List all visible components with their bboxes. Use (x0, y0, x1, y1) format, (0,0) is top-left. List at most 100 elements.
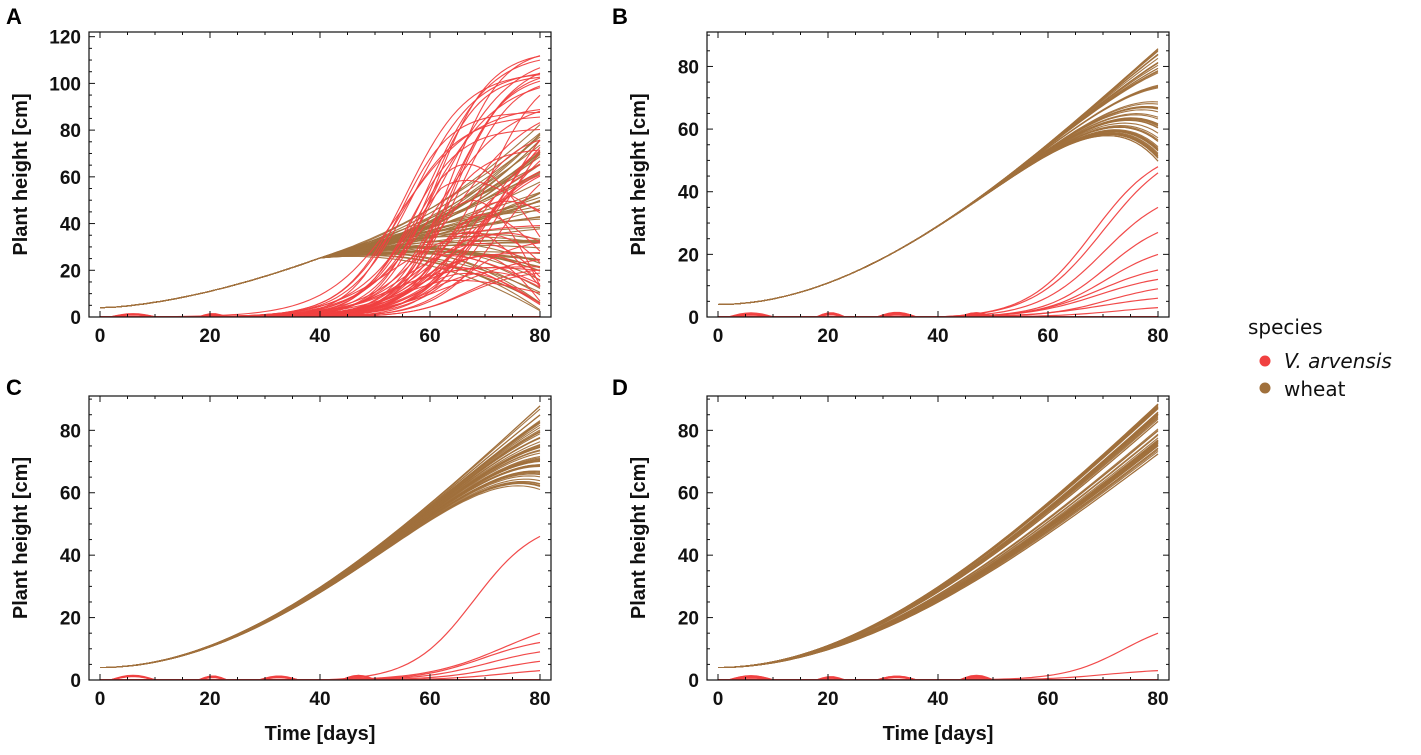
wheat-line (718, 414, 1159, 669)
panel-b: B 0 20 40 60 80 0 20 40 60 80 Plant height [cm] (612, 4, 1170, 347)
panel-c: C 0 20 40 60 80 0 20 40 60 80 Plant height [cm] Time… (6, 375, 552, 745)
ticks-c: 0 20 40 60 80 0 20 40 60 80 (60, 396, 551, 710)
wheat-line (717, 54, 1159, 306)
wheat-line (717, 114, 1159, 306)
wheat-line (718, 447, 1159, 669)
y-tick-label: 60 (678, 484, 699, 505)
weed-line (718, 278, 1159, 317)
wheat-line (717, 86, 1159, 306)
wheat-line (717, 48, 1159, 306)
curves-c (100, 405, 541, 680)
weed-line (718, 307, 1159, 317)
y-tick-label: 80 (60, 121, 81, 142)
wheat-line (99, 144, 541, 309)
wheat-line (718, 408, 1159, 669)
wheat-line (717, 62, 1159, 306)
wheat-line (100, 475, 541, 669)
wheat-line (717, 119, 1159, 306)
y-tick-label: 0 (70, 671, 81, 692)
legend-label-wheat: wheat (1284, 377, 1346, 401)
y-axis-title: Plant height [cm] (628, 93, 650, 255)
wheat-line (100, 473, 541, 669)
x-tick-label: 40 (927, 689, 948, 710)
wheat-line (718, 412, 1159, 669)
wheat-line (718, 420, 1159, 669)
legend-label-v-arvensis: V. arvensis (1284, 349, 1392, 373)
x-tick-label: 60 (1037, 689, 1058, 710)
wheat-line (99, 235, 541, 309)
weed-line (718, 632, 1159, 680)
wheat-line (718, 453, 1159, 669)
x-tick-label: 40 (927, 326, 948, 347)
x-tick-label: 80 (529, 689, 550, 710)
wheat-line (718, 430, 1159, 669)
y-tick-label: 20 (678, 245, 699, 266)
y-tick-label: 20 (678, 609, 699, 630)
wheat-line (718, 404, 1159, 669)
panel-a: A 0 20 40 60 80 0 20 40 60 80 100 120 Plant height [c… (6, 4, 552, 347)
wheat-line (718, 445, 1159, 669)
weed-line (100, 535, 541, 680)
wheat-line (717, 129, 1159, 306)
wheat-line (718, 417, 1159, 669)
wheat-line (100, 408, 541, 669)
curves-d (718, 403, 1159, 680)
wheat-line (718, 411, 1159, 669)
x-tick-label: 80 (1147, 689, 1168, 710)
wheat-line (718, 407, 1159, 669)
x-tick-label: 60 (419, 689, 440, 710)
weed-line (718, 166, 1159, 317)
legend: species V. arvensis wheat (1248, 315, 1392, 401)
wheat-line (718, 442, 1159, 669)
wheat-line (717, 130, 1159, 306)
y-tick-label: 100 (49, 74, 81, 95)
wheat-line (100, 483, 541, 669)
x-axis-title: Time [days] (883, 723, 994, 745)
wheat-line (718, 445, 1159, 669)
wheat-line (717, 117, 1159, 306)
wheat-line (717, 132, 1159, 306)
wheat-line (718, 413, 1159, 669)
curves-a (99, 55, 541, 317)
y-tick-label: 60 (60, 168, 81, 189)
x-tick-label: 0 (95, 689, 106, 710)
y-tick-label: 80 (60, 421, 81, 442)
x-tick-label: 60 (419, 326, 440, 347)
ticks-b: 0 20 40 60 80 0 20 40 60 80 (678, 32, 1169, 347)
y-tick-label: 80 (678, 421, 699, 442)
wheat-line (717, 119, 1159, 306)
legend-title: species (1248, 315, 1323, 339)
y-tick-label: 60 (678, 120, 699, 141)
wheat-line (100, 414, 541, 669)
wheat-line (718, 447, 1159, 669)
weed-line (100, 651, 541, 680)
wheat-line (100, 478, 541, 669)
wheat-line (100, 420, 541, 669)
panel-letter-d: D (612, 375, 628, 400)
wheat-line (717, 64, 1159, 306)
wheat-line (717, 61, 1159, 306)
x-tick-label: 40 (309, 326, 330, 347)
wheat-line (718, 433, 1159, 669)
wheat-line (717, 67, 1159, 306)
panel-d: D 0 20 40 60 80 0 20 40 60 80 Plant height [cm] Time… (612, 375, 1170, 745)
wheat-line (718, 403, 1159, 669)
wheat-line (100, 480, 541, 669)
wheat-line (100, 424, 541, 669)
y-tick-label: 40 (678, 546, 699, 567)
wheat-line (718, 449, 1159, 669)
ticks-d: 0 20 40 60 80 0 20 40 60 80 (678, 396, 1169, 710)
wheat-line (717, 70, 1159, 306)
plot-frame (706, 31, 1170, 318)
weed-line (718, 670, 1159, 680)
wheat-line (100, 405, 541, 669)
weed-line (100, 632, 541, 680)
x-tick-label: 80 (529, 326, 550, 347)
wheat-line (717, 62, 1159, 306)
wheat-line (717, 49, 1159, 306)
wheat-line (717, 48, 1159, 306)
wheat-line (717, 126, 1159, 306)
wheat-line (718, 406, 1159, 669)
x-tick-label: 20 (817, 326, 838, 347)
wheat-line (717, 57, 1159, 306)
